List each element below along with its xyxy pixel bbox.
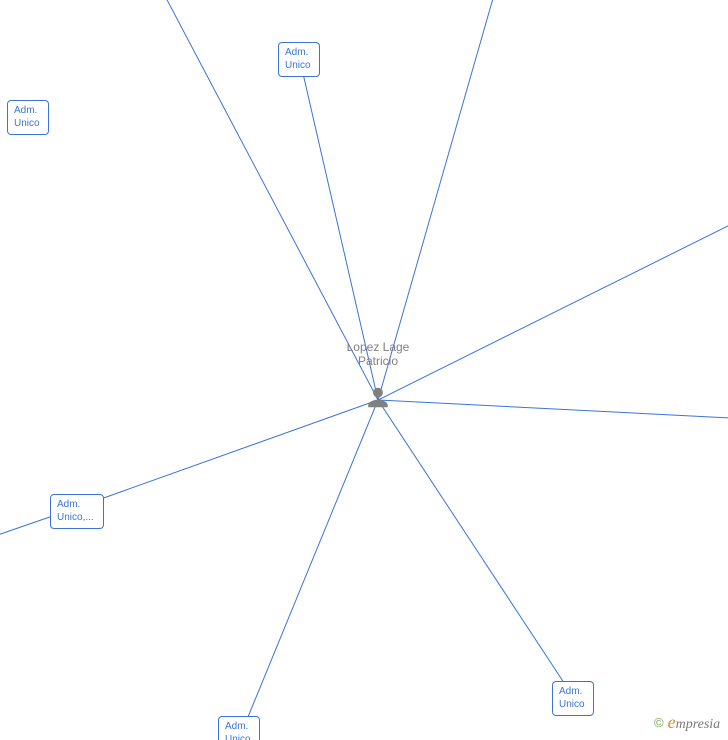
graph-edge [241,400,378,734]
relationship-node[interactable]: Adm. Unico [218,716,260,740]
graph-edge [378,205,728,400]
center-node-label: Lopez Lage Patricio [347,340,410,368]
graph-edge [378,400,728,420]
relationship-node[interactable]: Adm. Unico [552,681,594,716]
graph-edge [146,0,378,400]
relationship-node[interactable]: Adm. Unico,... [50,494,104,529]
graph-edges-layer [0,0,728,740]
person-icon [365,385,391,416]
relationship-node[interactable]: Adm. Unico [7,100,49,135]
watermark: © empresia [654,712,720,733]
graph-edge [70,400,378,510]
copyright-symbol: © [654,715,664,730]
brand-text: empresia [668,712,721,733]
graph-edge [378,400,574,698]
relationship-node[interactable]: Adm. Unico [278,42,320,77]
